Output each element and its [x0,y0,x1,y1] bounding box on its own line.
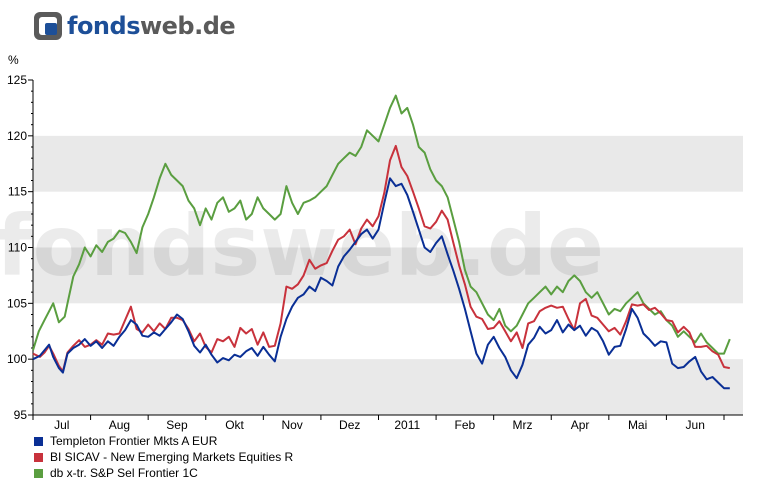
x-tick-label: Nov [281,418,302,432]
y-tick-label: 95 [14,408,28,422]
y-axis-label: % [8,53,19,67]
y-tick-label: 125 [7,73,27,87]
grid-band [33,135,743,192]
legend-label: db x-tr. S&P Sel Frontier 1C [50,466,198,480]
x-tick-label: Aug [109,418,130,432]
logo-wordmark: fondsweb.de [67,12,236,40]
logo-part-fonds: fonds [67,12,140,40]
watermark: fondsweb.de [0,197,604,295]
x-tick-label: Mrz [512,418,532,432]
legend-label: Templeton Frontier Mkts A EUR [50,434,218,448]
series-line-1 [32,177,730,390]
grid-band [33,247,743,304]
y-axis-ticks: 95 100 105 110 115 120 125 [7,73,33,422]
series-lines [32,94,731,390]
y-tick-label: 115 [8,185,27,199]
x-tick-label: Jun [686,418,705,432]
x-axis-ticks: Jul Aug Sep Okt Nov Dez 2011 Feb Mrz Apr Mai Jun [32,415,725,432]
series-line-2 [32,144,730,373]
legend-label: BI SICAV - New Emerging Markets Equities… [50,450,294,464]
grid-bands [33,135,743,415]
grid-band [33,359,743,415]
legend-item-db-xtr: db x-tr. S&P Sel Frontier 1C [34,466,198,480]
fondsweb-logo[interactable]: fondsweb.de [34,10,236,42]
x-tick-label: Mai [628,418,647,432]
x-tick-label: Dez [339,418,360,432]
series-line-3 [32,94,731,355]
y-tick-label: 105 [7,296,27,310]
fondsweb-logo-icon [34,12,62,40]
x-tick-label: 2011 [394,418,420,432]
y-tick-label: 120 [7,129,27,143]
legend-swatch [34,436,43,446]
legend-swatch [34,452,43,462]
legend-swatch [34,468,43,478]
x-tick-label: Feb [455,418,476,432]
x-tick-label: Okt [225,418,244,432]
legend-item-templeton: Templeton Frontier Mkts A EUR [34,434,217,448]
legend-item-bi-sicav: BI SICAV - New Emerging Markets Equities… [34,450,293,464]
y-tick-label: 100 [7,352,27,366]
x-tick-label: Apr [571,418,590,432]
logo-part-webde: web.de [139,12,236,40]
y-tick-label: 110 [8,241,27,255]
x-tick-label: Jul [54,418,69,432]
x-tick-label: Sep [166,418,188,432]
